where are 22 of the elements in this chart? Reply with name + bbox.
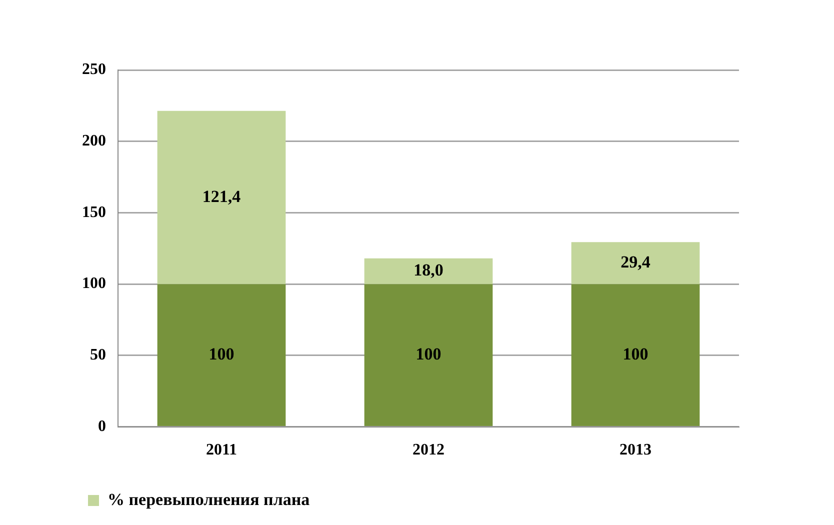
bar (364, 258, 493, 284)
bar (571, 242, 700, 284)
data-label: 18,0 (414, 260, 444, 280)
legend-label: % перевыполнения плана (108, 490, 310, 509)
y-tick-label: 150 (82, 204, 106, 221)
data-label: 29,4 (620, 252, 651, 272)
bar (571, 284, 700, 426)
data-label: 100 (416, 344, 442, 364)
x-tick-label: 2012 (412, 442, 444, 459)
data-label: 121,4 (202, 186, 242, 206)
y-tick-label: 200 (82, 132, 106, 150)
y-tick-label: 50 (90, 346, 106, 364)
y-tick-label: 100 (82, 275, 106, 292)
y-tick-label: 250 (82, 61, 106, 78)
x-tick-label: 2011 (206, 442, 238, 459)
data-label: 100 (208, 344, 234, 364)
bar (364, 284, 493, 426)
bar (157, 110, 286, 284)
x-tick-label: 2013 (620, 442, 652, 459)
y-tick-label: 0 (98, 418, 106, 435)
data-label: 100 (622, 344, 648, 364)
bar (157, 284, 286, 426)
